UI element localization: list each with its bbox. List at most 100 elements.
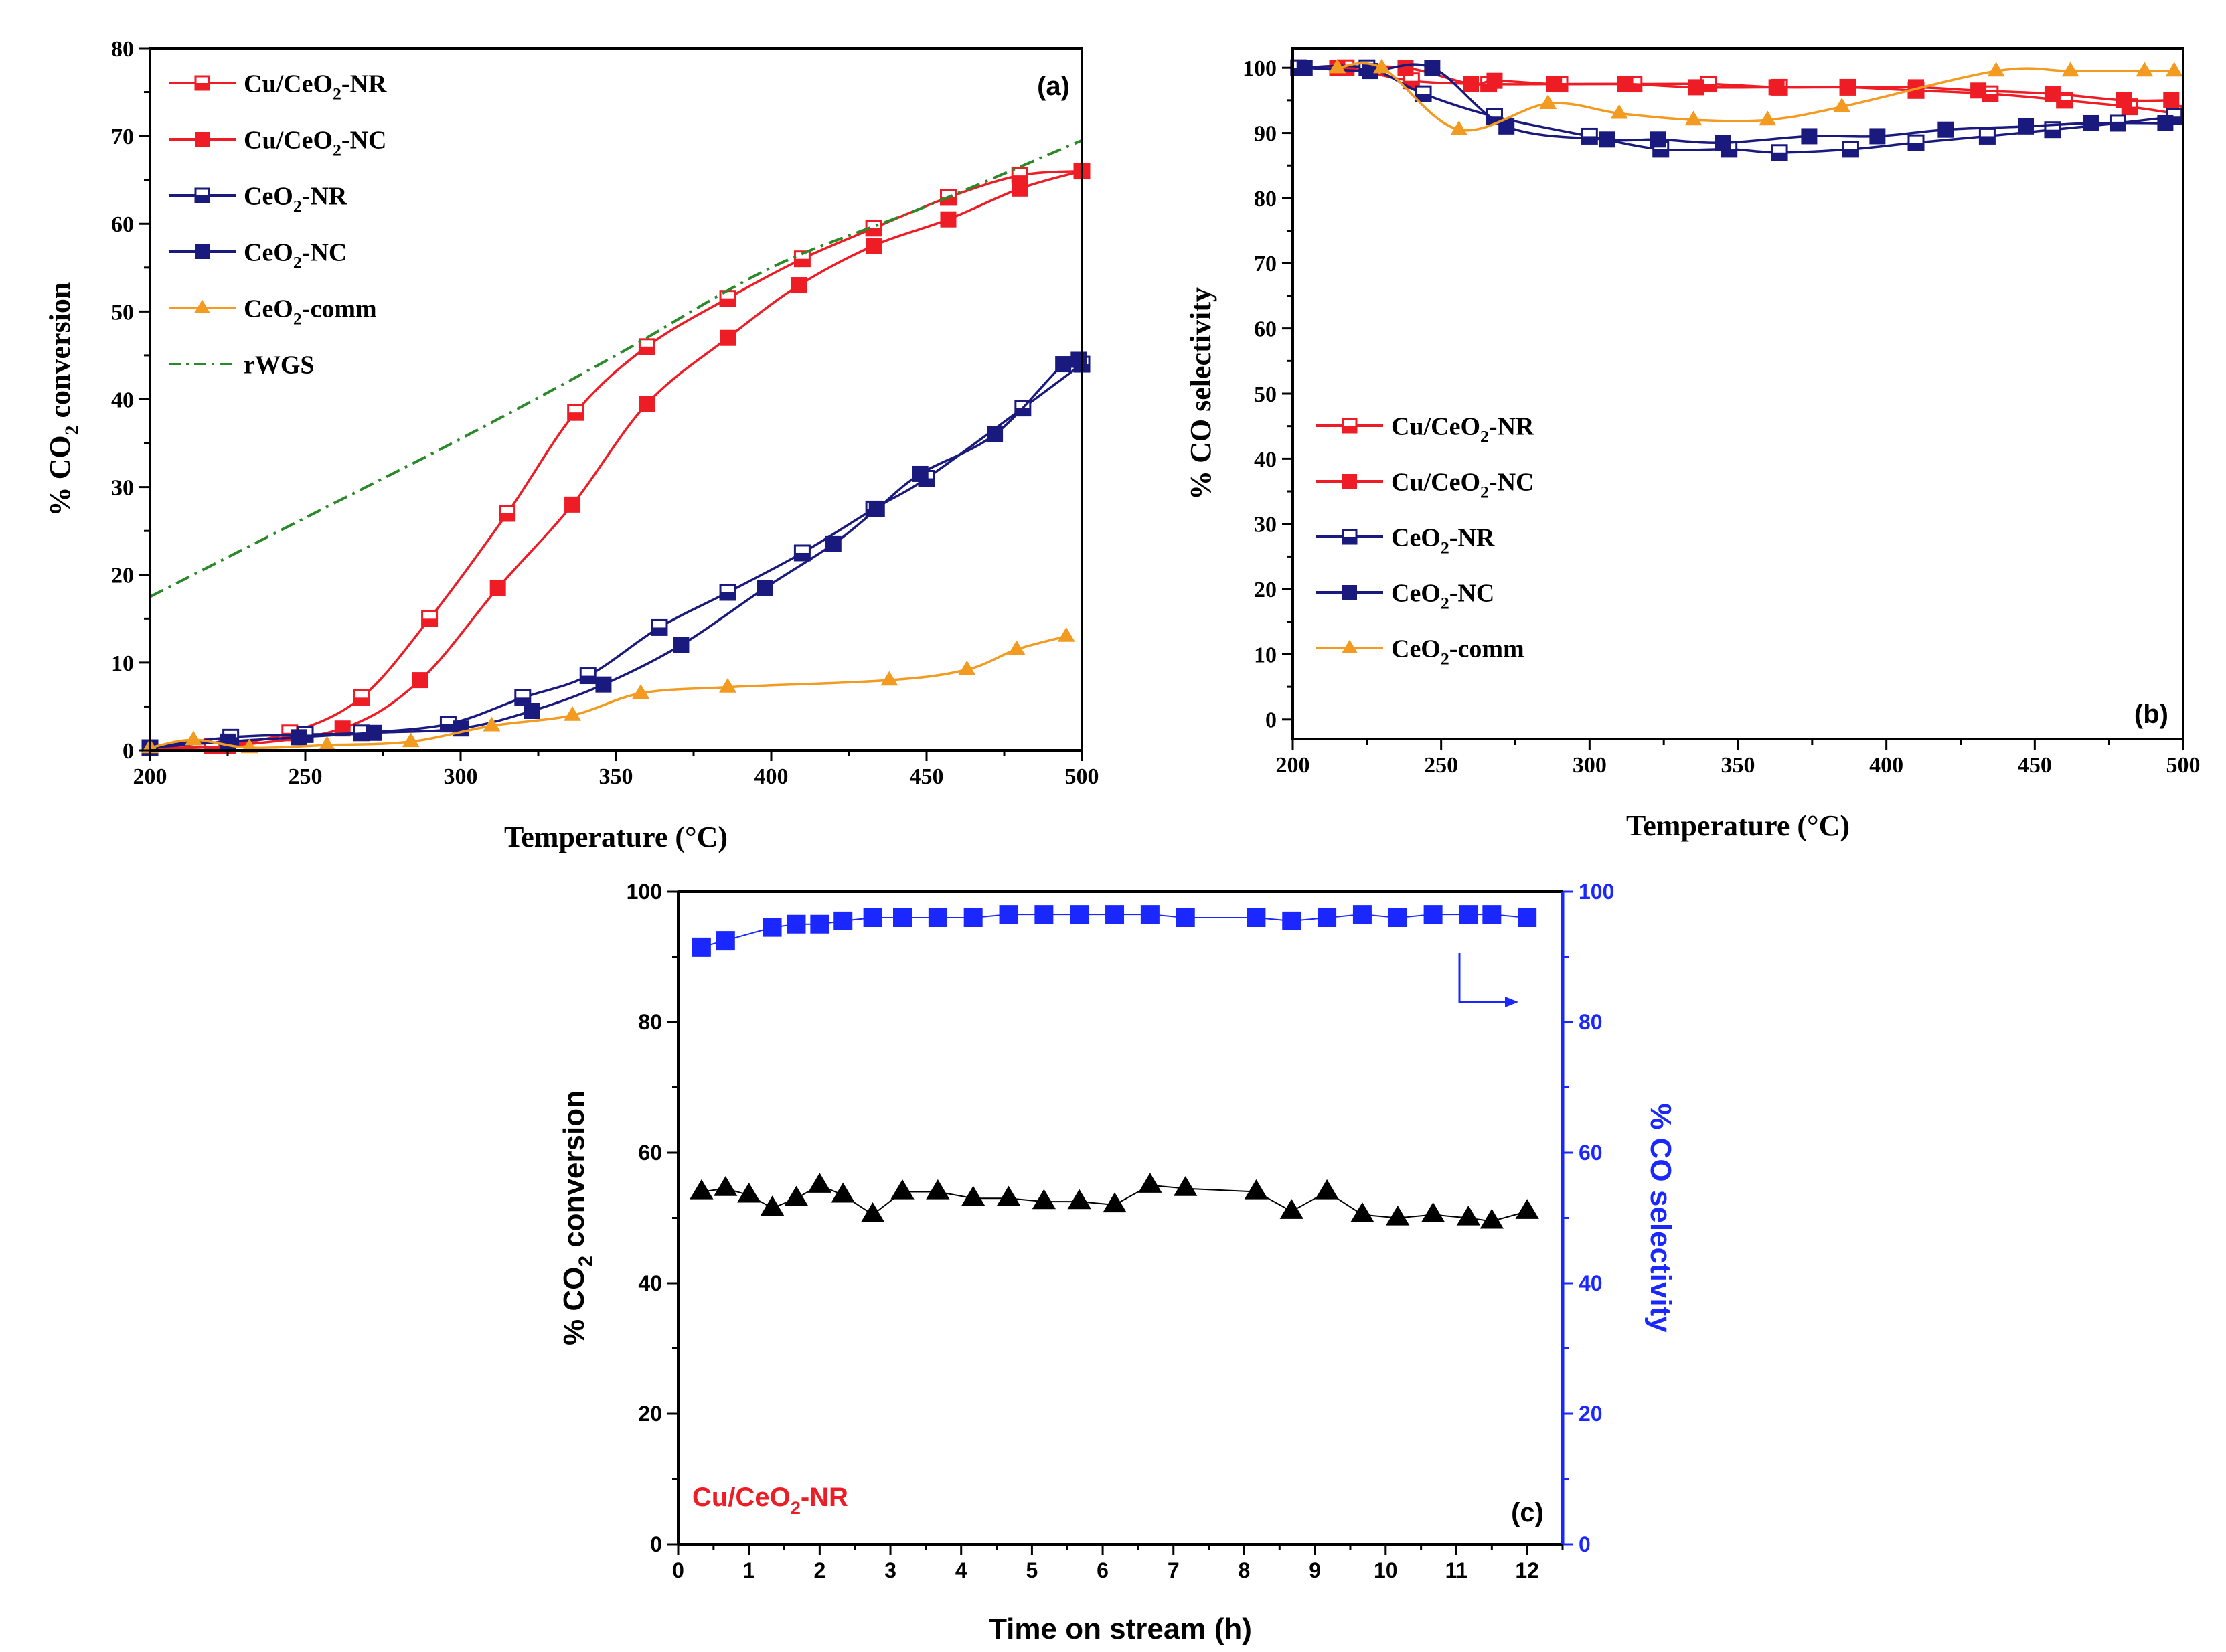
c-point-co2-conversion-6 — [831, 1182, 855, 1203]
b-legend-label-cu-ceo2-nr-subscript: 2 — [1480, 427, 1489, 446]
a-point-ceo2-comm-12 — [1057, 627, 1075, 642]
a-legend-marker-cu-ceo2-nc — [195, 132, 210, 147]
b-point-cu-ceo2-nr-11-half — [2057, 100, 2072, 108]
b-left-y-tick-label: 0 — [1265, 708, 1277, 733]
b-left-y-tick-label: 20 — [1254, 578, 1277, 602]
b-legend-marker-cu-ceo2-nc — [1342, 474, 1357, 489]
c-point-co-selectivity-18 — [1318, 908, 1337, 927]
a-point-ceo2-nc-12 — [987, 426, 1004, 442]
c-point-co-selectivity-22 — [1459, 905, 1478, 924]
c-point-co-selectivity-3 — [787, 914, 806, 934]
c-point-co2-conversion-8 — [890, 1179, 915, 1200]
b-point-cu-ceo2-nc-6 — [1617, 76, 1634, 92]
c-arrow-head — [1505, 997, 1518, 1007]
b-legend-label-cu-ceo2-nc-suffix: -NC — [1489, 468, 1534, 496]
b-legend-label-ceo2-comm-subscript: 2 — [1441, 649, 1449, 669]
a-legend-label-ceo2-nc-subscript: 2 — [293, 253, 302, 272]
c-point-co2-conversion-3 — [760, 1195, 785, 1216]
c-point-co-selectivity-1 — [716, 931, 735, 951]
a-legend-label-cu-ceo2-nr-suffix: -NR — [341, 70, 387, 98]
a-x-tick-label: 200 — [133, 764, 167, 789]
a-line-ceo2-nr — [149, 363, 1083, 749]
a-legend-label-ceo2-comm: CeO2-comm — [244, 295, 377, 328]
b-legend-label-ceo2-comm-main: CeO — [1391, 635, 1441, 663]
a-point-cu-ceo2-nc-8 — [791, 277, 807, 294]
c-x-axis-label: Time on stream (h) — [989, 1613, 1252, 1645]
a-point-cu-ceo2-nc-6 — [639, 396, 655, 412]
b-point-ceo2-nr-7-half — [1772, 152, 1787, 160]
c-arrow-line — [1458, 953, 1508, 1003]
b-point-ceo2-nr-2 — [1415, 85, 1432, 102]
b-x-tick-label: 250 — [1424, 753, 1458, 778]
a-y-axis-label-subscript: 2 — [61, 425, 83, 435]
a-legend-label-ceo2-nc: CeO2-NC — [244, 238, 347, 272]
b-point-cu-ceo2-nr-10-half — [1982, 94, 1998, 102]
c-left-y-tick-label: 40 — [638, 1271, 662, 1295]
b-point-ceo2-nc-0 — [1296, 60, 1313, 76]
a-panel-label: (a) — [1037, 72, 1070, 101]
a-legend-marker-ceo2-nr — [194, 187, 210, 203]
c-point-co2-conversion-0 — [690, 1179, 714, 1200]
panel-c: 0 1 2 3 4 5 6 7 8 9 10 11 12020406080100020406080100… — [558, 880, 1677, 1645]
b-legend-marker-cu-ceo2-nr — [1342, 418, 1358, 434]
b-legend-label-cu-ceo2-nr-main: Cu/CeO — [1391, 412, 1480, 440]
b-point-ceo2-nr-10-half — [1980, 136, 1995, 144]
a-left-y-tick-label: 80 — [111, 37, 134, 62]
c-x-tick-label: 9 — [1309, 1558, 1321, 1582]
a-y-axis-label-main: % CO — [44, 435, 76, 516]
a-legend-label-ceo2-nc-suffix: -NC — [302, 238, 347, 266]
b-point-ceo2-nc-4 — [1599, 131, 1615, 148]
c-point-co2-conversion-12 — [1032, 1189, 1056, 1210]
b-left-y-tick-label: 90 — [1254, 121, 1277, 146]
b-point-ceo2-nc-8 — [1869, 128, 1886, 145]
a-point-ceo2-nr-5 — [514, 689, 532, 706]
a-series-cu-ceo2-nc — [142, 163, 1090, 756]
a-point-ceo2-nc-6 — [595, 676, 612, 693]
b-point-cu-ceo2-nc-5 — [1546, 76, 1563, 92]
b-point-cu-ceo2-nr-5-half — [1626, 84, 1642, 92]
b-legend-marker-ceo2-comm — [1342, 639, 1358, 653]
a-left-y-tick-label: 70 — [111, 125, 134, 149]
a-legend-label-rwgs: rWGS — [244, 351, 315, 379]
b-point-ceo2-nr-11-half — [2045, 129, 2060, 137]
c-point-co2-conversion-1 — [714, 1176, 738, 1196]
b-point-ceo2-comm-0 — [1328, 58, 1346, 74]
a-left-y-tick-label: 50 — [111, 300, 134, 325]
c-left-y-tick-label: 100 — [627, 880, 662, 904]
b-x-tick-label: 450 — [2018, 753, 2052, 778]
c-x-tick-label: 12 — [1515, 1558, 1539, 1582]
a-point-ceo2-nc-5 — [524, 702, 540, 719]
b-x-axis-label: Temperature (°C) — [1626, 809, 1850, 842]
a-left-y-tick-label: 60 — [111, 212, 134, 237]
b-legend-marker-ceo2-nc — [1342, 585, 1357, 600]
c-right-y-tick-label: 100 — [1579, 880, 1614, 904]
a-point-cu-ceo2-nr-5-half — [499, 513, 515, 521]
b-series-ceo2-nr — [1290, 59, 2183, 161]
b-legend-label-ceo2-nc-subscript: 2 — [1441, 594, 1449, 613]
c-point-co2-conversion-2 — [737, 1182, 761, 1203]
b-point-ceo2-nr-6-half — [1721, 149, 1737, 157]
c-x-tick-label: 4 — [955, 1558, 967, 1582]
a-legend-label-ceo2-comm-suffix: -comm — [302, 295, 377, 323]
c-series-co-selectivity — [692, 905, 1537, 957]
b-x-tick-label: 200 — [1276, 753, 1310, 778]
c-sample-label-main: Cu/CeO — [692, 1483, 791, 1512]
a-point-ceo2-comm-5 — [483, 716, 501, 732]
b-point-ceo2-comm-2 — [1450, 120, 1468, 135]
a-point-cu-ceo2-nr-6 — [567, 404, 584, 421]
a-legend-label-cu-ceo2-nr-main: Cu/CeO — [244, 70, 333, 98]
a-point-ceo2-comm-3 — [318, 736, 336, 751]
c-point-co2-conversion-5 — [807, 1173, 832, 1193]
b-point-cu-ceo2-nr-11 — [2056, 92, 2073, 109]
c-x-tick-label: 3 — [884, 1558, 896, 1582]
c-point-co2-conversion-15 — [1138, 1173, 1162, 1193]
c-point-co2-conversion-22 — [1421, 1202, 1445, 1222]
b-panel-label: (b) — [2134, 699, 2168, 729]
b-series-ceo2-nc — [1296, 60, 2174, 151]
b-legend-marker-ceo2-nr-half — [1343, 537, 1356, 544]
b-line-ceo2-nr — [1298, 64, 2174, 154]
b-point-ceo2-comm-11 — [2165, 62, 2183, 77]
a-point-ceo2-nr-9-half — [795, 552, 810, 560]
a-left-y-tick-label: 0 — [123, 739, 134, 764]
